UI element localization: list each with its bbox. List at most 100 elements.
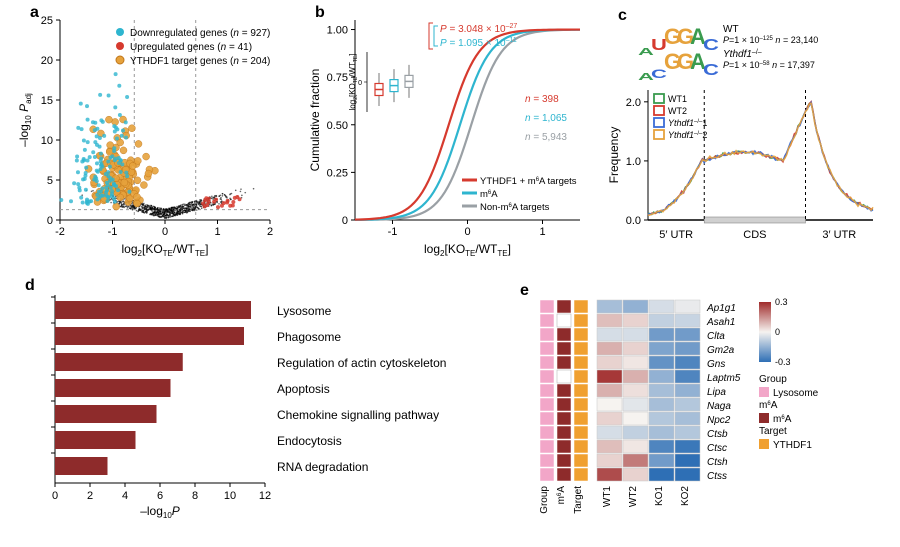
svg-text:KO2: KO2 bbox=[680, 486, 691, 506]
svg-text:n = 1,065: n = 1,065 bbox=[525, 113, 567, 124]
svg-text:WT2: WT2 bbox=[628, 486, 639, 508]
svg-text:c: c bbox=[618, 7, 627, 24]
svg-text:m6A: m6A bbox=[759, 400, 778, 411]
svg-text:0.0: 0.0 bbox=[626, 215, 641, 227]
svg-text:25: 25 bbox=[41, 15, 53, 27]
svg-text:Lysosome: Lysosome bbox=[773, 388, 819, 399]
svg-text:-1: -1 bbox=[108, 226, 118, 238]
svg-text:YTHDF1 + m6A targets: YTHDF1 + m6A targets bbox=[480, 176, 577, 187]
svg-text:3′ UTR: 3′ UTR bbox=[822, 229, 856, 241]
svg-text:log2[KOTE/WTTE]: log2[KOTE/WTTE] bbox=[348, 54, 359, 111]
svg-text:1: 1 bbox=[539, 226, 545, 238]
bar bbox=[55, 353, 183, 371]
svg-text:Ap1g1: Ap1g1 bbox=[706, 303, 736, 314]
svg-text:n = 398: n = 398 bbox=[525, 94, 559, 105]
svg-text:b: b bbox=[315, 4, 325, 21]
svg-text:Naga: Naga bbox=[707, 401, 731, 412]
bar bbox=[55, 327, 244, 345]
svg-text:RNA degradation: RNA degradation bbox=[277, 460, 368, 474]
svg-text:P=1 × 10–58 n = 17,397: P=1 × 10–58 n = 17,397 bbox=[723, 60, 815, 70]
svg-text:20: 20 bbox=[41, 55, 53, 67]
svg-text:n = 5,943: n = 5,943 bbox=[525, 132, 567, 143]
svg-text:Upregulated genes (n = 41): Upregulated genes (n = 41) bbox=[130, 42, 252, 53]
svg-text:-0.3: -0.3 bbox=[775, 357, 791, 367]
svg-text:WT1: WT1 bbox=[602, 486, 613, 508]
svg-text:1.00: 1.00 bbox=[327, 25, 348, 37]
svg-text:WT: WT bbox=[723, 24, 739, 35]
svg-text:Lysosome: Lysosome bbox=[277, 304, 332, 318]
svg-text:0.25: 0.25 bbox=[327, 167, 348, 179]
figure-svg: a-2-10120510152025log2[KOTE/WTTE]–log10 … bbox=[0, 0, 900, 547]
svg-text:0: 0 bbox=[775, 327, 780, 337]
svg-text:2.0: 2.0 bbox=[626, 97, 641, 109]
svg-text:Chemokine signalling pathway: Chemokine signalling pathway bbox=[277, 408, 439, 422]
svg-text:8: 8 bbox=[192, 490, 198, 502]
bar bbox=[55, 405, 157, 423]
svg-text:4: 4 bbox=[122, 490, 128, 502]
svg-text:1: 1 bbox=[214, 226, 220, 238]
svg-text:0: 0 bbox=[464, 226, 470, 238]
svg-text:WT1: WT1 bbox=[668, 94, 687, 104]
svg-text:–log10 Padj: –log10 Padj bbox=[17, 93, 33, 147]
svg-text:Clta: Clta bbox=[707, 331, 725, 342]
svg-text:-1: -1 bbox=[388, 226, 398, 238]
svg-text:log2[KOTE/WTTE]: log2[KOTE/WTTE] bbox=[122, 242, 209, 258]
svg-text:Ctsb: Ctsb bbox=[707, 429, 728, 440]
svg-text:CDS: CDS bbox=[743, 229, 766, 241]
svg-text:0: 0 bbox=[342, 215, 348, 227]
svg-text:KO1: KO1 bbox=[654, 486, 665, 506]
svg-text:10: 10 bbox=[224, 490, 236, 502]
svg-text:6: 6 bbox=[157, 490, 163, 502]
panel-a-label: a bbox=[30, 4, 39, 21]
svg-text:0.3: 0.3 bbox=[775, 297, 788, 307]
svg-text:5′ UTR: 5′ UTR bbox=[659, 229, 693, 241]
svg-text:0.50: 0.50 bbox=[327, 120, 348, 132]
svg-text:P = 1.095 × 10–11: P = 1.095 × 10–11 bbox=[440, 37, 517, 49]
bar bbox=[55, 457, 108, 475]
svg-text:-2: -2 bbox=[55, 226, 65, 238]
svg-text:Target: Target bbox=[759, 426, 787, 437]
svg-text:Gns: Gns bbox=[707, 359, 725, 370]
svg-text:12: 12 bbox=[259, 490, 271, 502]
svg-text:Gm2a: Gm2a bbox=[707, 345, 735, 356]
svg-text:15: 15 bbox=[41, 95, 53, 107]
svg-text:d: d bbox=[25, 277, 35, 294]
svg-text:0.75: 0.75 bbox=[327, 72, 348, 84]
svg-text:2: 2 bbox=[267, 226, 273, 238]
svg-text:m6A: m6A bbox=[773, 414, 792, 425]
svg-text:–log10P: –log10P bbox=[140, 504, 180, 520]
svg-text:m6A: m6A bbox=[480, 189, 498, 200]
svg-text:Ctsc: Ctsc bbox=[707, 443, 727, 454]
svg-text:1.0: 1.0 bbox=[626, 156, 641, 168]
svg-text:Downregulated genes (n = 927): Downregulated genes (n = 927) bbox=[130, 28, 270, 39]
svg-text:0: 0 bbox=[52, 490, 58, 502]
svg-text:Ythdf1–/–1: Ythdf1–/–1 bbox=[668, 118, 707, 128]
svg-text:Group: Group bbox=[759, 374, 787, 385]
svg-text:Endocytosis: Endocytosis bbox=[277, 434, 342, 448]
svg-text:log2[KOTE/WTTE]: log2[KOTE/WTTE] bbox=[424, 242, 511, 258]
svg-text:Frequency: Frequency bbox=[607, 127, 621, 184]
svg-text:Lipa: Lipa bbox=[707, 387, 726, 398]
svg-text:Non-m6A targets: Non-m6A targets bbox=[480, 202, 550, 213]
svg-text:Target: Target bbox=[573, 486, 584, 514]
svg-text:Cumulative fraction: Cumulative fraction bbox=[308, 69, 322, 172]
svg-text:Ythdf1–/–2: Ythdf1–/–2 bbox=[668, 130, 707, 140]
svg-text:Npc2: Npc2 bbox=[707, 415, 731, 426]
svg-text:e: e bbox=[520, 282, 529, 299]
svg-text:Phagosome: Phagosome bbox=[277, 330, 341, 344]
svg-text:Regulation of actin cytoskelet: Regulation of actin cytoskeleton bbox=[277, 356, 446, 370]
svg-text:2: 2 bbox=[87, 490, 93, 502]
svg-text:Asah1: Asah1 bbox=[706, 317, 735, 328]
bar bbox=[55, 379, 171, 397]
svg-text:0: 0 bbox=[162, 226, 168, 238]
svg-text:m6A: m6A bbox=[556, 486, 567, 505]
svg-text:Ythdf1–/–: Ythdf1–/– bbox=[723, 49, 762, 60]
svg-text:WT2: WT2 bbox=[668, 106, 687, 116]
svg-text:Apoptosis: Apoptosis bbox=[277, 382, 330, 396]
svg-text:Ctss: Ctss bbox=[707, 471, 727, 482]
bar bbox=[55, 431, 136, 449]
bar bbox=[55, 301, 251, 319]
svg-text:C: C bbox=[703, 62, 719, 79]
svg-text:Group: Group bbox=[539, 486, 550, 514]
svg-text:Laptm5: Laptm5 bbox=[707, 373, 741, 384]
